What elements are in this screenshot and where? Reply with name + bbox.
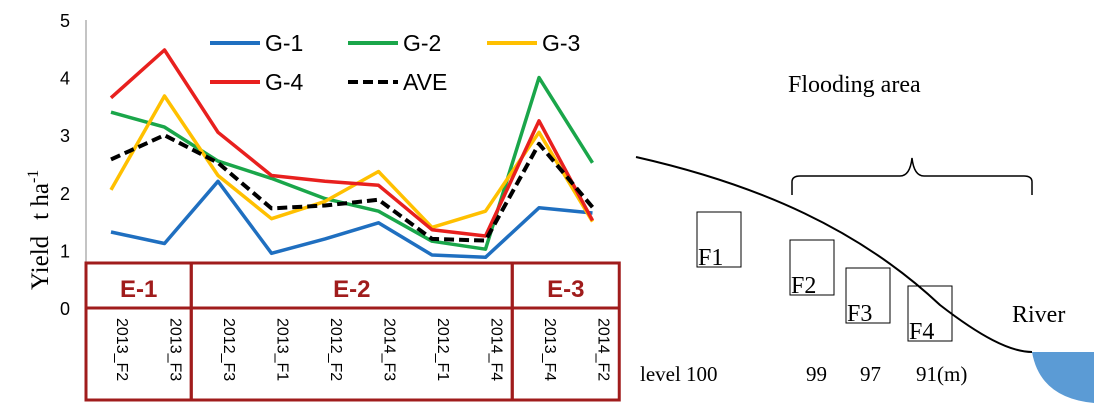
flooding-area-title: Flooding area xyxy=(788,72,921,98)
y-tick-label: 4 xyxy=(60,69,70,89)
y-axis-label-unit-superscript: -1 xyxy=(25,170,42,183)
x-tick-labels: 2013_F2 2013_F3 2012_F3 2013_F1 2012_F2 2014_… xyxy=(113,318,612,381)
y-axis-label-unit: t ha xyxy=(27,183,54,220)
x-tick-label: 2013_F2 xyxy=(113,318,130,381)
x-tick-label: 2012_F3 xyxy=(220,318,237,381)
legend-label: G-2 xyxy=(403,30,441,56)
group-box xyxy=(510,261,621,402)
y-tick-label: 1 xyxy=(60,241,70,261)
y-tick-label: 0 xyxy=(60,299,70,319)
field-label: F2 xyxy=(791,273,816,299)
field-box xyxy=(845,267,891,324)
series-line-g-3 xyxy=(109,94,595,230)
flooding-area-brace xyxy=(791,157,1033,195)
series-line-g-1 xyxy=(110,179,593,260)
field-label: F1 xyxy=(698,245,723,271)
field-box xyxy=(907,285,953,342)
legend: G-1 G-2 G-3 G-4 AVE xyxy=(210,30,580,95)
river-water xyxy=(1032,352,1094,403)
flooding-diagram: Flooding area F1 F2 F3 F4 River level 100 99… xyxy=(635,72,1094,403)
legend-label: G-3 xyxy=(542,30,580,56)
x-tick-label: 2013_F3 xyxy=(167,318,184,381)
x-tick-label: 2012_F2 xyxy=(327,318,344,381)
y-ticks: 0 1 2 3 4 5 xyxy=(60,11,70,319)
field-label: F4 xyxy=(909,319,934,345)
field-box xyxy=(789,239,835,296)
series-line-g-2 xyxy=(110,75,594,251)
x-tick-label: 2014_F2 xyxy=(595,318,612,381)
group-label: E-1 xyxy=(120,276,157,303)
field-box xyxy=(696,211,742,268)
x-tick-label: 2014_F3 xyxy=(381,318,398,381)
elevation-level-label: 99 xyxy=(806,362,827,386)
x-tick-label: 2014_F4 xyxy=(488,318,505,381)
elevation-levels: level 100 99 97 91(m) xyxy=(640,362,967,386)
elevation-level-label: 97 xyxy=(860,362,881,386)
y-tick-label: 3 xyxy=(60,126,70,146)
field-boxes: F1 F2 F3 F4 xyxy=(696,211,953,345)
elevation-level-label: level 100 xyxy=(640,362,718,386)
legend-label: AVE xyxy=(403,69,447,95)
group-label: E-3 xyxy=(547,276,584,303)
series-line-g-4 xyxy=(109,48,595,238)
x-tick-label: 2013_F1 xyxy=(274,318,291,381)
legend-label: G-1 xyxy=(265,30,303,56)
y-axis-label: Yield t ha-1 xyxy=(25,170,54,290)
legend-label: G-4 xyxy=(265,69,304,95)
field-label: F3 xyxy=(847,301,872,327)
terrain-slope xyxy=(635,156,1033,353)
group-boxes: E-1 E-2 E-3 xyxy=(84,261,621,402)
x-tick-label: 2013_F4 xyxy=(541,318,558,381)
elevation-level-label: 91(m) xyxy=(916,362,967,386)
y-tick-label: 2 xyxy=(60,184,70,204)
river-label: River xyxy=(1012,302,1065,328)
y-tick-label: 5 xyxy=(60,11,70,31)
x-tick-label: 2012_F1 xyxy=(434,318,451,381)
series-line-ave xyxy=(110,133,595,243)
series-lines xyxy=(109,48,595,260)
group-label: E-2 xyxy=(333,276,370,303)
y-axis-label-main: Yield xyxy=(27,235,54,290)
